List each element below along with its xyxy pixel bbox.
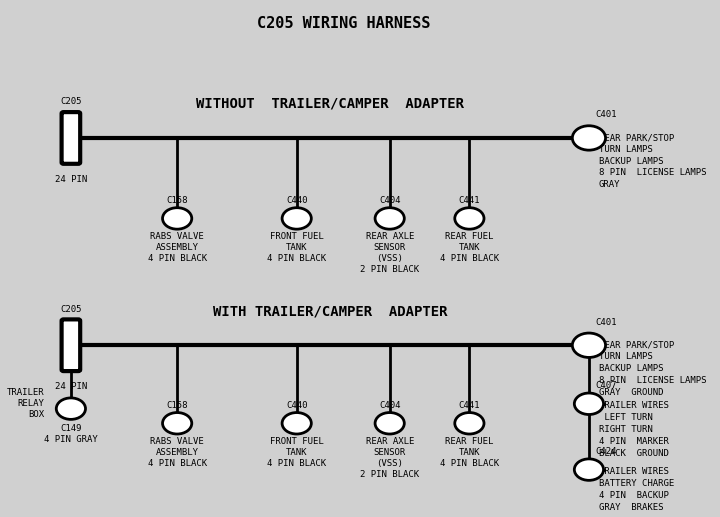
Text: FRONT FUEL
TANK
4 PIN BLACK: FRONT FUEL TANK 4 PIN BLACK xyxy=(267,437,326,468)
Text: C440: C440 xyxy=(286,196,307,205)
Text: 24 PIN: 24 PIN xyxy=(55,382,87,391)
Text: REAR PARK/STOP
TURN LAMPS
BACKUP LAMPS
8 PIN  LICENSE LAMPS
GRAY  GROUND: REAR PARK/STOP TURN LAMPS BACKUP LAMPS 8… xyxy=(599,340,706,397)
Text: RABS VALVE
ASSEMBLY
4 PIN BLACK: RABS VALVE ASSEMBLY 4 PIN BLACK xyxy=(148,232,207,263)
Text: TRAILER WIRES
 LEFT TURN
RIGHT TURN
4 PIN  MARKER
BLACK  GROUND: TRAILER WIRES LEFT TURN RIGHT TURN 4 PIN… xyxy=(599,401,669,458)
Text: FRONT FUEL
TANK
4 PIN BLACK: FRONT FUEL TANK 4 PIN BLACK xyxy=(267,232,326,263)
Circle shape xyxy=(163,208,192,229)
Circle shape xyxy=(575,393,603,415)
Text: 24 PIN: 24 PIN xyxy=(55,175,87,184)
Text: C401: C401 xyxy=(595,111,617,119)
Circle shape xyxy=(455,208,484,229)
Circle shape xyxy=(575,459,603,480)
Text: REAR AXLE
SENSOR
(VSS)
2 PIN BLACK: REAR AXLE SENSOR (VSS) 2 PIN BLACK xyxy=(360,232,419,275)
Circle shape xyxy=(56,398,86,419)
Circle shape xyxy=(572,333,606,357)
Circle shape xyxy=(375,208,405,229)
Circle shape xyxy=(572,126,606,150)
Text: WITH TRAILER/CAMPER  ADAPTER: WITH TRAILER/CAMPER ADAPTER xyxy=(212,304,447,318)
Text: RABS VALVE
ASSEMBLY
4 PIN BLACK: RABS VALVE ASSEMBLY 4 PIN BLACK xyxy=(148,437,207,468)
FancyBboxPatch shape xyxy=(62,320,80,371)
Text: C149
4 PIN GRAY: C149 4 PIN GRAY xyxy=(44,424,98,444)
Text: C404: C404 xyxy=(379,401,400,409)
Text: C441: C441 xyxy=(459,401,480,409)
Text: C401: C401 xyxy=(595,318,617,327)
Text: C404: C404 xyxy=(379,196,400,205)
Text: WITHOUT  TRAILER/CAMPER  ADAPTER: WITHOUT TRAILER/CAMPER ADAPTER xyxy=(196,97,464,111)
Text: REAR FUEL
TANK
4 PIN BLACK: REAR FUEL TANK 4 PIN BLACK xyxy=(440,437,499,468)
Circle shape xyxy=(282,208,311,229)
Text: C205 WIRING HARNESS: C205 WIRING HARNESS xyxy=(256,16,430,31)
Text: C158: C158 xyxy=(166,401,188,409)
Text: C158: C158 xyxy=(166,196,188,205)
Circle shape xyxy=(163,413,192,434)
Text: REAR AXLE
SENSOR
(VSS)
2 PIN BLACK: REAR AXLE SENSOR (VSS) 2 PIN BLACK xyxy=(360,437,419,479)
Text: C441: C441 xyxy=(459,196,480,205)
Text: C440: C440 xyxy=(286,401,307,409)
Circle shape xyxy=(455,413,484,434)
Text: REAR PARK/STOP
TURN LAMPS
BACKUP LAMPS
8 PIN  LICENSE LAMPS
GRAY: REAR PARK/STOP TURN LAMPS BACKUP LAMPS 8… xyxy=(599,133,706,189)
Text: C205: C205 xyxy=(60,97,81,107)
Circle shape xyxy=(282,413,311,434)
Text: C424: C424 xyxy=(595,447,617,456)
Text: TRAILER WIRES
BATTERY CHARGE
4 PIN  BACKUP
GRAY  BRAKES: TRAILER WIRES BATTERY CHARGE 4 PIN BACKU… xyxy=(599,467,674,512)
Text: C205: C205 xyxy=(60,305,81,313)
Text: REAR FUEL
TANK
4 PIN BLACK: REAR FUEL TANK 4 PIN BLACK xyxy=(440,232,499,263)
Text: TRAILER
RELAY
BOX: TRAILER RELAY BOX xyxy=(6,388,45,419)
FancyBboxPatch shape xyxy=(62,112,80,164)
Circle shape xyxy=(375,413,405,434)
Text: C407: C407 xyxy=(595,381,617,390)
